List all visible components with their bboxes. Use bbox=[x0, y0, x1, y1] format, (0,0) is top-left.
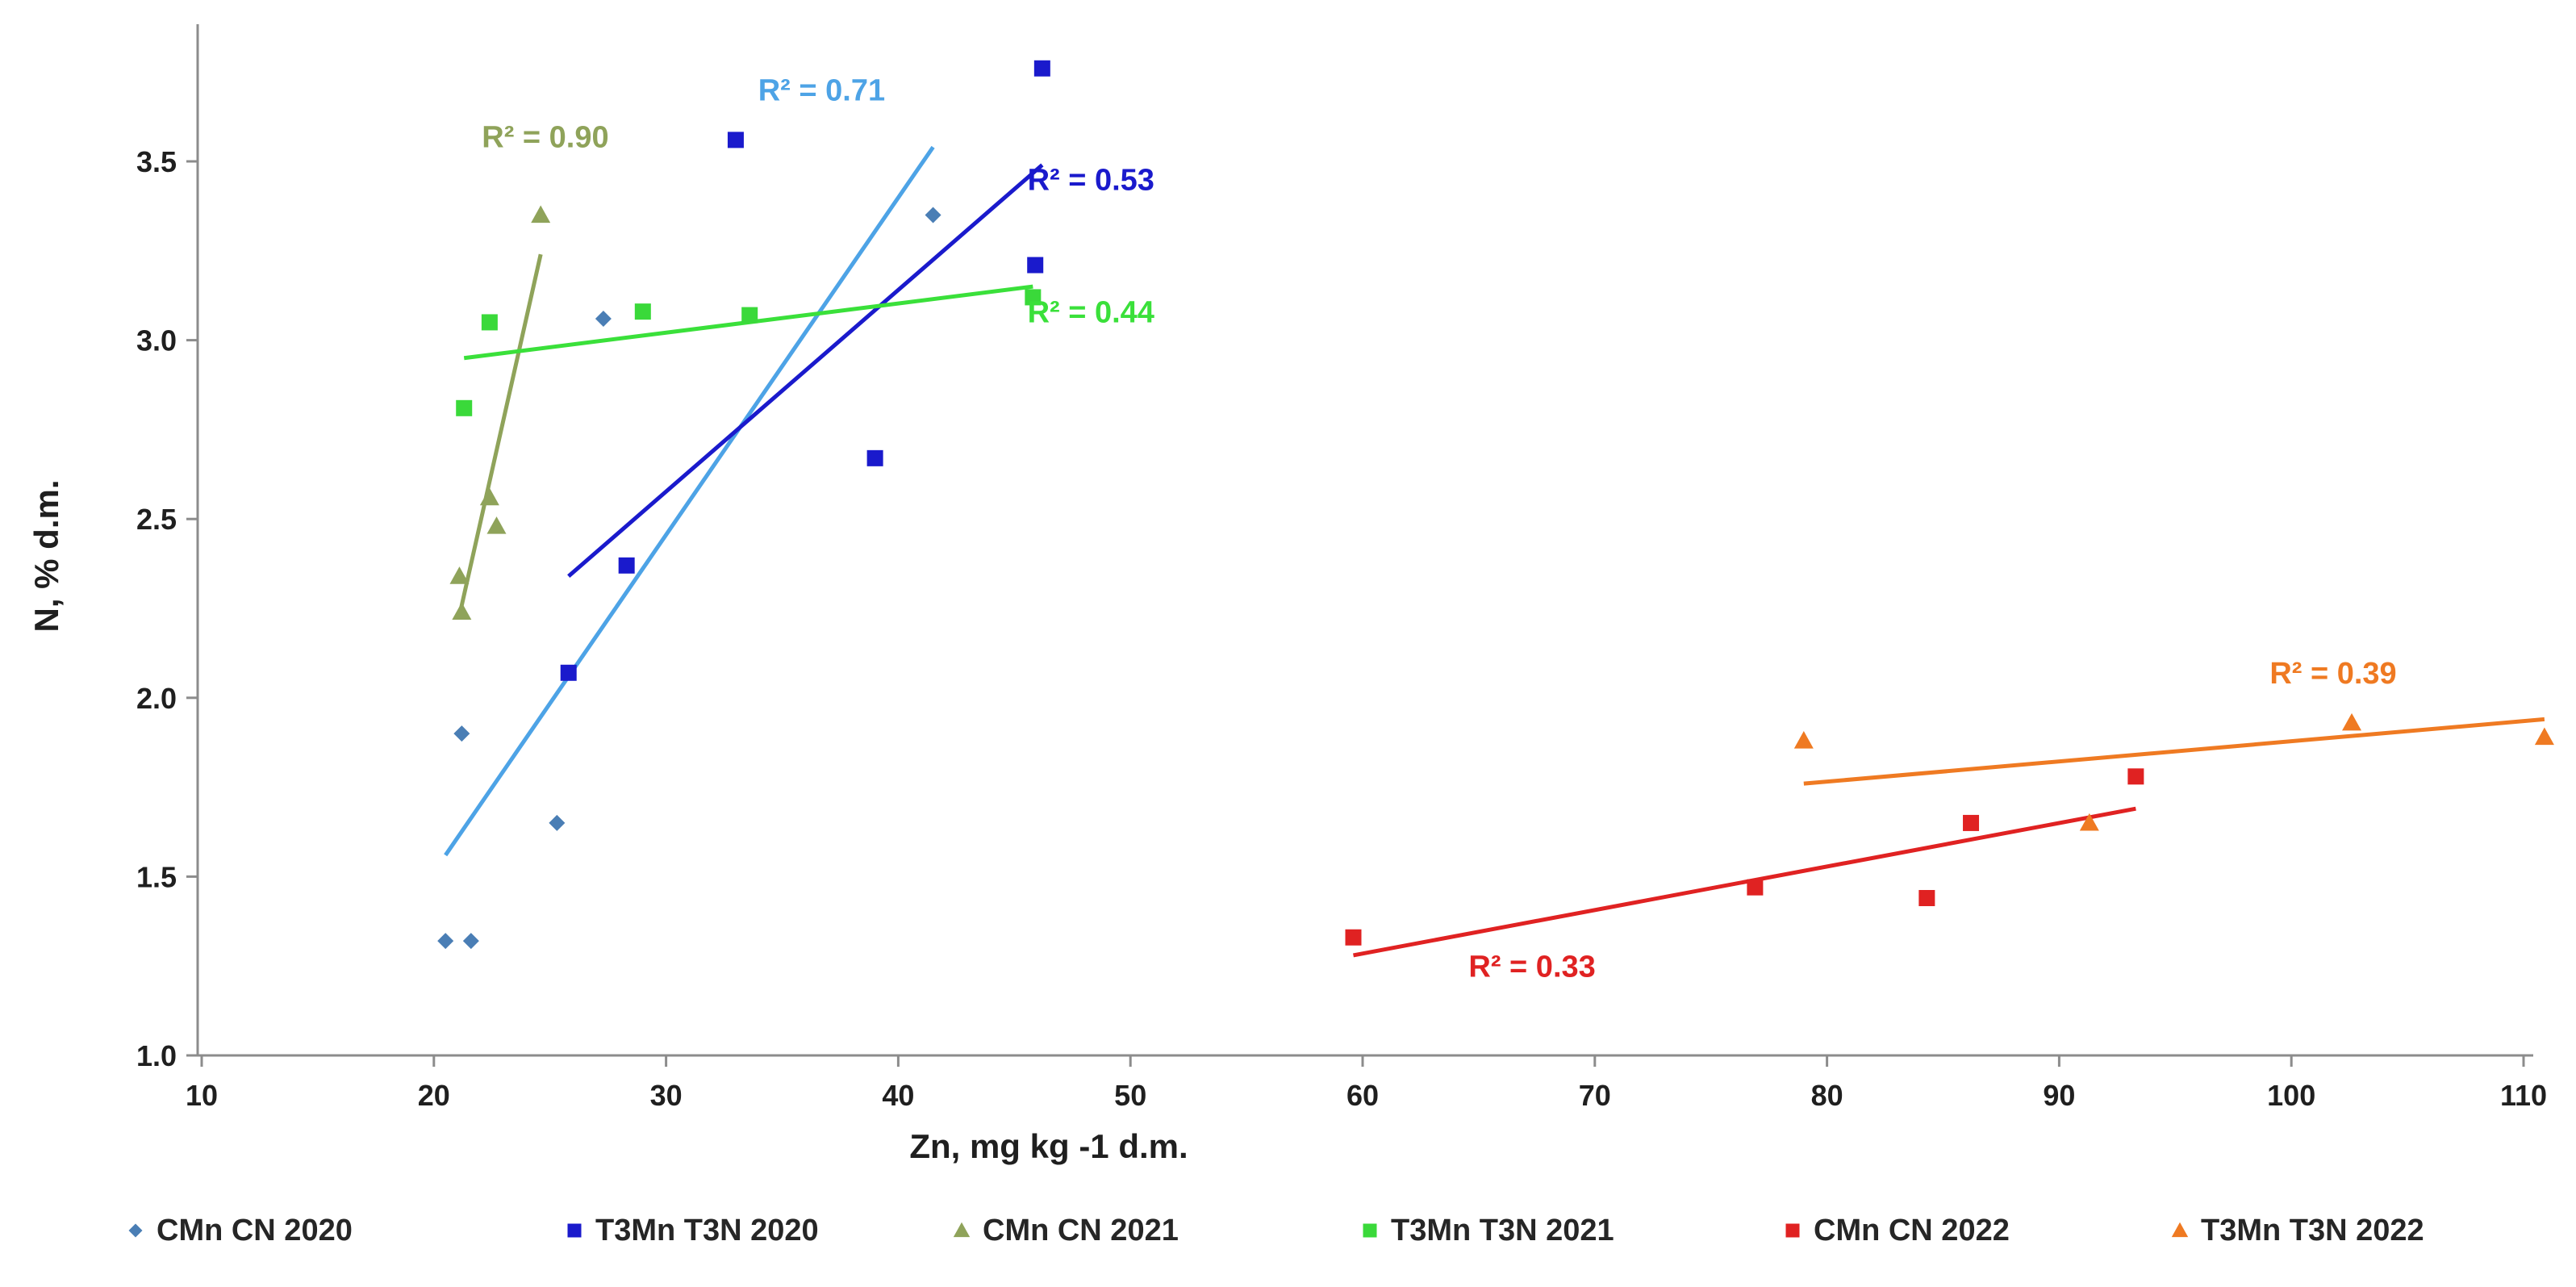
legend-label: CMn CN 2020 bbox=[157, 1214, 353, 1247]
x-tick-label: 90 bbox=[2043, 1079, 2075, 1112]
r-squared-label: R² = 0.71 bbox=[758, 74, 885, 108]
data-point bbox=[2127, 768, 2144, 785]
legend-marker bbox=[567, 1223, 582, 1238]
trendlines bbox=[444, 145, 2545, 958]
r-squared-label: R² = 0.39 bbox=[2269, 657, 2396, 691]
data-point bbox=[2534, 727, 2554, 746]
data-point bbox=[452, 602, 472, 621]
data-point bbox=[1963, 814, 1980, 831]
r-squared-label: R² = 0.44 bbox=[1028, 295, 1154, 329]
data-point bbox=[486, 516, 507, 534]
data-point bbox=[560, 664, 577, 681]
data-point bbox=[2342, 712, 2362, 731]
y-tick-label: 1.0 bbox=[136, 1039, 177, 1072]
r-squared-label: R² = 0.33 bbox=[1468, 950, 1595, 984]
legend-marker bbox=[1363, 1223, 1377, 1238]
data-point bbox=[1918, 889, 1935, 906]
y-tick-label: 3.5 bbox=[136, 145, 177, 178]
data-point bbox=[549, 814, 566, 831]
data-point bbox=[531, 205, 551, 224]
data-point bbox=[1747, 879, 1764, 896]
data-point bbox=[1027, 257, 1044, 274]
legend-label: T3Mn T3N 2021 bbox=[1391, 1214, 1614, 1247]
x-tick-label: 110 bbox=[2500, 1079, 2547, 1112]
data-point bbox=[479, 487, 499, 506]
data-point bbox=[866, 449, 883, 466]
legend-label: CMn CN 2022 bbox=[1814, 1214, 2010, 1247]
r-squared-annotations: R² = 0.90 R² = 0.71 R² = 0.53 R² = 0.44 R² =… bbox=[482, 74, 2396, 984]
x-tick-label: 50 bbox=[1114, 1079, 1146, 1112]
data-point bbox=[456, 399, 473, 416]
data-point bbox=[618, 557, 635, 574]
data-point bbox=[1345, 929, 1362, 946]
data-point bbox=[2079, 813, 2099, 831]
x-tick-label: 60 bbox=[1346, 1079, 1379, 1112]
axes: 10 20 30 40 50 60 70 80 90 100 110 1.0 1.5 2.0 2.5 3.0 3… bbox=[27, 24, 2547, 1165]
x-tick-label: 10 bbox=[186, 1079, 218, 1112]
data-point bbox=[462, 933, 479, 950]
y-tick-label: 1.5 bbox=[136, 860, 177, 893]
data-point bbox=[741, 307, 758, 324]
x-tick-label: 30 bbox=[650, 1079, 683, 1112]
data-point bbox=[453, 725, 470, 742]
data-point bbox=[1793, 730, 1814, 749]
data-point bbox=[1025, 289, 1042, 306]
x-tick-label: 80 bbox=[1811, 1079, 1843, 1112]
x-axis-title: Zn, mg kg -1 d.m. bbox=[909, 1127, 1188, 1165]
y-tick-label: 3.0 bbox=[136, 324, 177, 357]
legend-marker bbox=[2171, 1222, 2189, 1238]
data-point bbox=[925, 207, 941, 224]
legend-label: CMn CN 2021 bbox=[983, 1214, 1179, 1247]
y-tick-label: 2.0 bbox=[136, 682, 177, 715]
data-point bbox=[1033, 60, 1050, 77]
x-tick-label: 40 bbox=[882, 1079, 914, 1112]
y-axis-title: N, % d.m. bbox=[27, 479, 65, 632]
legend-marker bbox=[1785, 1223, 1800, 1238]
trendline bbox=[457, 253, 543, 616]
x-tick-label: 70 bbox=[1579, 1079, 1611, 1112]
y-tick-label: 2.5 bbox=[136, 503, 177, 536]
data-point bbox=[437, 933, 454, 950]
data-point bbox=[634, 303, 651, 320]
data-point bbox=[481, 314, 498, 331]
trendline bbox=[567, 163, 1044, 578]
r-squared-label: R² = 0.53 bbox=[1028, 163, 1154, 197]
legend-label: T3Mn T3N 2022 bbox=[2201, 1214, 2424, 1247]
data-point bbox=[595, 311, 612, 328]
trendline bbox=[444, 145, 935, 857]
legend-marker bbox=[953, 1222, 971, 1238]
x-tick-label: 100 bbox=[2267, 1079, 2315, 1112]
data-point bbox=[727, 132, 744, 148]
legend-label: T3Mn T3N 2020 bbox=[595, 1214, 819, 1247]
x-tick-label: 20 bbox=[418, 1079, 450, 1112]
legend-marker bbox=[128, 1223, 143, 1238]
data-points bbox=[437, 60, 2554, 950]
r-squared-label: R² = 0.90 bbox=[482, 120, 608, 154]
legend: CMn CN 2020 T3Mn T3N 2020 CMn CN 2021 T3Mn … bbox=[128, 1214, 2424, 1247]
trendline bbox=[1803, 717, 2545, 786]
trendline bbox=[1353, 806, 2136, 958]
data-point bbox=[449, 566, 470, 584]
